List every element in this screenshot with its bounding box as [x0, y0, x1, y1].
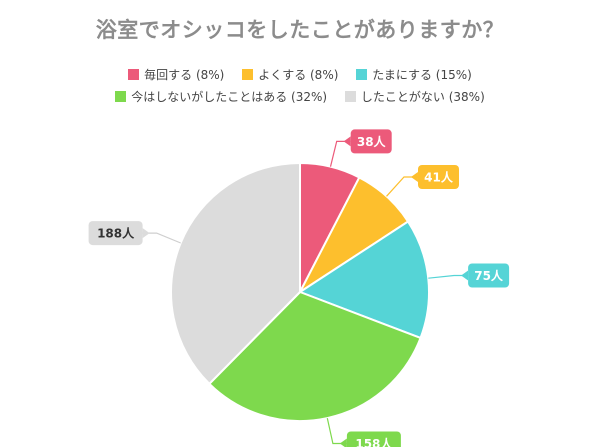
legend-item-1[interactable]: よくする (8%): [242, 66, 338, 83]
legend-item-2[interactable]: たまにする (15%): [356, 66, 472, 83]
legend-swatch-3: [115, 91, 127, 102]
callout-pointer-0: [343, 136, 351, 147]
data-label-1: 41人: [424, 170, 454, 185]
legend-item-4[interactable]: したことがない (38%): [344, 88, 485, 105]
callout-line-1: [386, 176, 418, 197]
legend-swatch-4: [344, 91, 356, 102]
data-label-2: 75人: [474, 268, 504, 283]
legend-swatch-1: [242, 69, 254, 80]
callout-pointer-4: [142, 228, 150, 239]
legend-label-0: 毎回する (8%): [144, 68, 225, 82]
legend-item-3[interactable]: 今はしないがしたことはある (32%): [115, 88, 327, 105]
data-label-4: 188人: [97, 226, 135, 241]
callout-box-1: [418, 165, 459, 189]
callout-box-4: [88, 221, 143, 246]
data-label-3: 158人: [355, 436, 393, 447]
callout-line-4: [142, 232, 181, 244]
callout-pointer-2: [461, 270, 469, 281]
legend-row-2: 今はしないがしたことはある (32%) したことがない (38%): [0, 88, 600, 105]
pie-slice-3[interactable]: [207, 290, 422, 423]
legend-row-1: 毎回する (8%) よくする (8%) たまにする (15%): [0, 66, 600, 83]
legend-label-2: たまにする (15%): [372, 68, 472, 82]
callout-box-0: [350, 129, 392, 154]
legend-item-0[interactable]: 毎回する (8%): [128, 66, 224, 83]
data-label-0: 38人: [357, 134, 387, 149]
legend-swatch-2: [356, 69, 368, 80]
callout-pointer-1: [410, 172, 418, 183]
pie-slice-4[interactable]: [170, 161, 301, 386]
callout-pointer-3: [339, 438, 347, 447]
callout-line-3: [326, 417, 347, 445]
callout-box-3: [346, 431, 401, 447]
callout-box-2: [468, 263, 510, 288]
legend-label-4: したことがない (38%): [360, 90, 485, 104]
legend-swatch-0: [128, 69, 140, 80]
pie-slice-2[interactable]: [297, 220, 430, 340]
legend-label-1: よくする (8%): [258, 68, 339, 82]
legend-label-3: 今はしないがしたことはある (32%): [131, 90, 328, 104]
callout-line-0: [329, 140, 351, 167]
chart-title: 浴室でオシッコをしたことがありますか？: [95, 18, 505, 42]
